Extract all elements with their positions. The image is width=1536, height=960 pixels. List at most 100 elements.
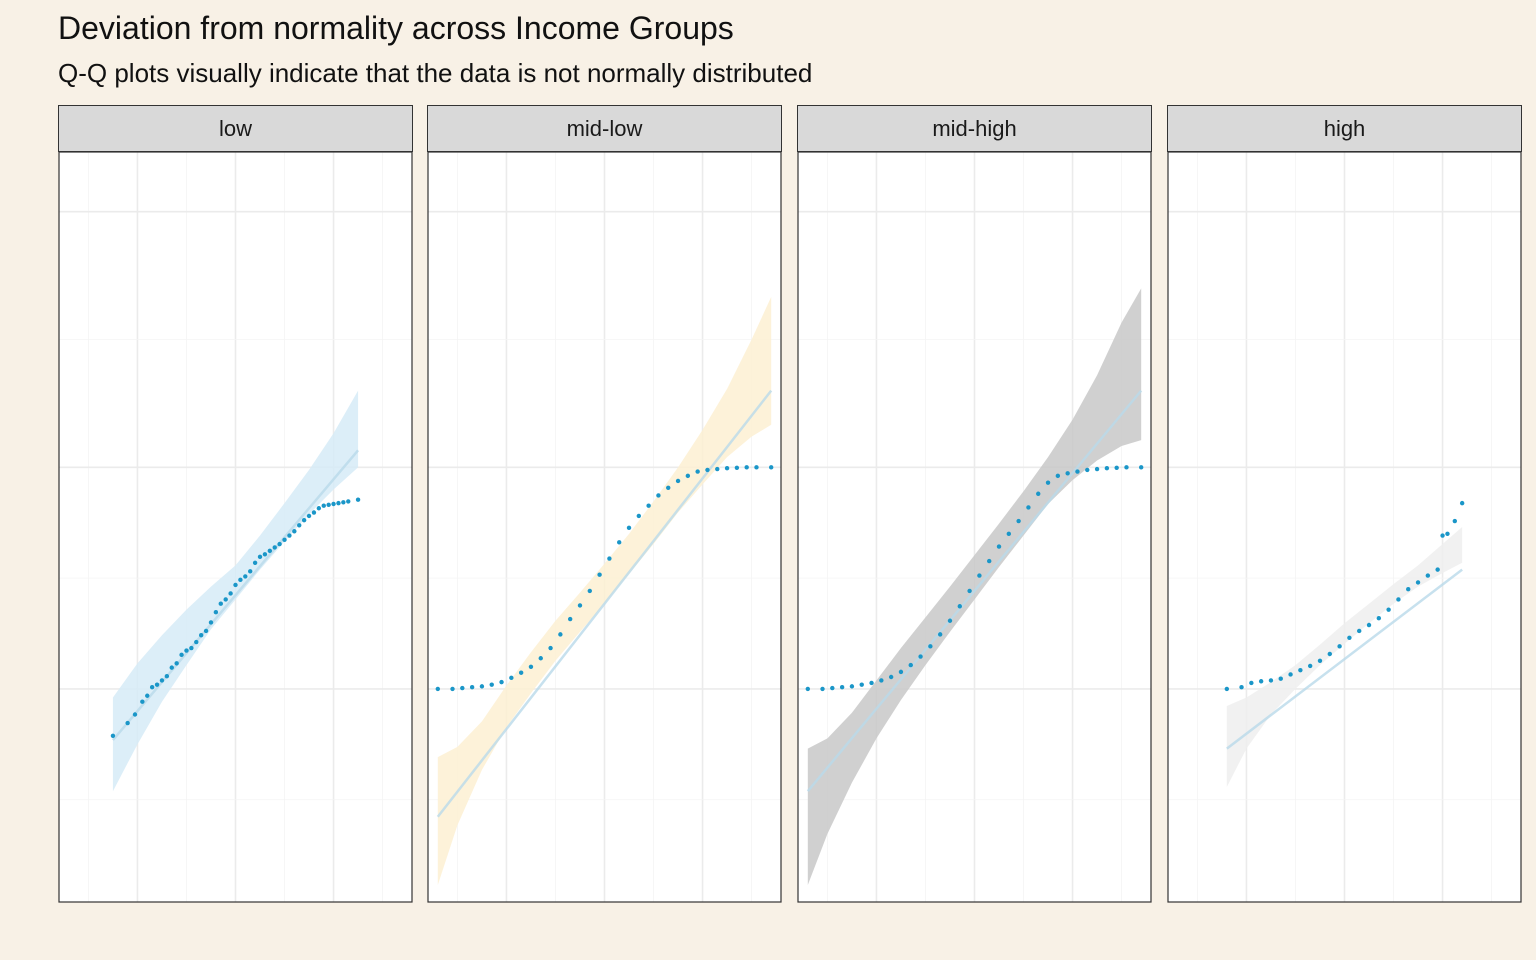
data-point [189,645,194,651]
data-point [469,685,475,690]
data-point [159,678,165,683]
facet-panel-high: high [1167,105,1522,903]
data-point [636,513,642,519]
data-point [297,523,302,528]
data-point [646,503,651,508]
data-point [685,473,691,479]
data-point [1298,667,1303,673]
data-point [301,517,307,523]
data-point [1239,685,1244,690]
data-point [435,686,441,692]
panel-border [58,151,413,903]
data-point [1085,467,1090,473]
confidence-band [1226,527,1463,787]
data-point [248,569,253,574]
data-point [820,686,825,692]
data-point [1016,518,1021,524]
data-point [1026,505,1031,510]
data-point [830,685,835,691]
data-point [450,686,455,692]
data-point [316,506,322,511]
qq-plot-area [797,151,1152,903]
data-point [287,533,292,538]
data-point [1415,580,1421,585]
data-point [509,675,514,681]
data-point [1327,651,1332,657]
data-point [839,685,845,690]
panel-border [797,151,1152,903]
qq-plot-area [427,151,782,903]
data-point [695,469,700,474]
data-point [666,485,671,490]
data-point [558,632,563,637]
facet-panel-mid-low: mid-low [427,105,782,903]
data-point [184,648,189,653]
data-point [1114,465,1119,470]
reference-line [806,389,1143,793]
data-point [174,661,179,666]
data-point [567,616,573,622]
data-point [724,465,730,471]
data-point [306,513,312,519]
data-point [179,652,184,658]
reference-line [1226,568,1463,750]
data-point [499,679,504,685]
data-point [518,670,524,675]
facet-strip-label: low [58,105,413,152]
qq-plot-area [1167,151,1522,903]
data-point [744,465,749,470]
data-point [1406,587,1411,592]
data-point [277,541,282,547]
plot-content [59,152,412,902]
data-point [341,500,346,505]
reference-line [436,389,773,818]
data-point [1396,597,1401,602]
data-point [1138,465,1144,470]
data-point [996,544,1002,549]
data-point [208,620,214,625]
data-point [257,554,263,560]
data-point [164,673,170,679]
data-point [154,682,160,687]
data-point [1288,672,1293,677]
chart-title: Deviation from normality across Income G… [58,10,734,46]
data-point [1386,607,1391,612]
data-point [1224,686,1230,692]
data-point [734,465,740,470]
data-point [149,685,155,690]
confidence-band [112,390,359,792]
data-point [987,558,992,564]
data-point [1357,628,1362,634]
plot-content [1168,152,1521,902]
data-point [1065,471,1070,476]
data-point [937,632,943,637]
data-point [1317,658,1323,664]
data-point [879,678,884,683]
data-point [928,644,933,649]
data-point [243,574,248,579]
data-point [355,497,361,502]
data-point [977,573,982,578]
data-point [1104,465,1110,471]
data-point [1045,480,1051,485]
data-point [538,656,543,661]
data-point [223,597,228,602]
data-point [238,577,243,583]
data-point [194,639,199,645]
data-point [1347,635,1352,640]
data-point [587,588,592,594]
data-point [849,684,855,689]
data-point [1452,518,1458,524]
data-point [768,465,774,470]
data-point [607,556,612,561]
data-point [908,662,913,668]
data-point [715,466,720,472]
facet-panel-low: low [58,105,413,903]
facet-strip-label: mid-high [797,105,1152,152]
data-point [859,682,864,687]
data-point [169,665,174,670]
data-point [132,712,138,717]
data-point [705,467,710,473]
data-point [947,618,953,623]
